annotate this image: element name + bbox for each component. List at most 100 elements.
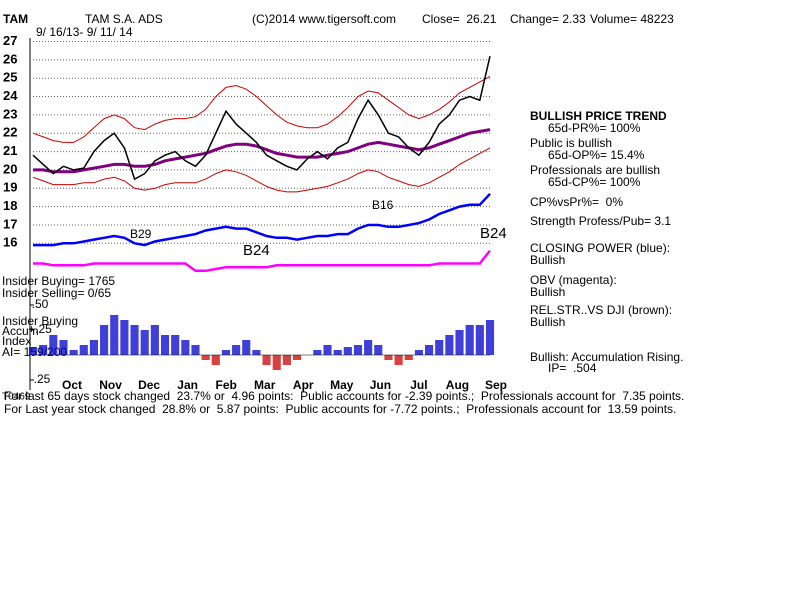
accum-bar: [110, 315, 119, 355]
y-tick-label: -.25: [30, 372, 51, 386]
x-tick-label: Nov: [99, 378, 122, 392]
side-note: BULLISH PRICE TREND: [530, 109, 667, 123]
close: Close= 26.21: [422, 12, 497, 26]
volume: Volume= 48223: [590, 12, 674, 26]
side-note: OBV (magenta):: [530, 273, 617, 287]
accum-bar: [69, 350, 78, 355]
accum-bar: [39, 345, 48, 355]
side-note: IP= .504: [548, 361, 597, 375]
accum-bar: [221, 350, 231, 355]
annotation: B24: [480, 225, 507, 242]
accum-bar: [150, 325, 159, 355]
side-note: Bullish: [530, 253, 565, 267]
x-tick-label: Sep: [485, 378, 507, 392]
accum-bar: [89, 340, 98, 355]
y-tick-label: +.25: [28, 322, 52, 336]
footer-code: T0469: [2, 392, 31, 403]
accum-bar: [465, 325, 474, 355]
side-note: Bullish: Accumulation Rising.: [530, 350, 683, 364]
accum-bar: [282, 355, 291, 365]
side-note: CP%vsPr%= 0%: [530, 195, 623, 209]
x-tick-label: Oct: [62, 378, 82, 392]
series-line: [33, 192, 491, 247]
accum-bar: [242, 340, 251, 355]
accum-bar: [262, 355, 271, 365]
accum-bar: [100, 325, 109, 355]
x-tick-label: Jun: [370, 378, 391, 392]
date-range: 9/ 16/13- 9/ 11/ 14: [36, 25, 133, 39]
x-tick-label: Jan: [177, 378, 198, 392]
accum-bar: [374, 345, 383, 355]
side-note: Professionals are bullish: [530, 163, 660, 177]
y-tick-label: 27: [3, 33, 17, 48]
y-tick-label: .50: [32, 297, 49, 311]
ticker: TAM: [3, 12, 28, 26]
y-tick-label: 23: [3, 106, 17, 121]
accum-bar: [211, 355, 220, 365]
side-note: Public is bullish: [530, 136, 612, 150]
x-tick-label: Feb: [216, 378, 237, 392]
footer-line: For Last year stock changed 28.8% or 5.8…: [4, 402, 676, 416]
left-note: Index: [2, 334, 31, 348]
accum-bar: [59, 340, 68, 355]
series-line: [33, 249, 491, 273]
side-note: 65d-CP%= 100%: [548, 175, 641, 189]
y-tick-label: 17: [3, 216, 17, 231]
y-tick-label: 20: [3, 161, 17, 176]
accum-bar: [445, 335, 454, 355]
side-note: 65d-PR%= 100%: [548, 121, 641, 135]
y-tick-label: 18: [3, 198, 17, 213]
accum-bar: [353, 345, 363, 355]
accum-bar: [28, 347, 38, 355]
left-note: Insider Selling= 0/65: [2, 286, 111, 300]
side-note: Bullish: [530, 315, 565, 329]
x-tick-label: Apr: [293, 378, 314, 392]
accum-bar: [485, 320, 495, 355]
x-tick-label: Jul: [410, 378, 427, 392]
accum-bar: [333, 350, 342, 355]
x-tick-label: Aug: [446, 378, 469, 392]
y-tick-label: 24: [3, 88, 18, 103]
y-tick-label: 21: [3, 143, 17, 158]
y-tick-label: 19: [3, 180, 17, 195]
accum-bar: [343, 347, 352, 355]
side-note: 65d-OP%= 15.4%: [548, 148, 645, 162]
series-line: [32, 147, 491, 193]
y-tick-label: 25: [3, 70, 17, 85]
accum-bar: [79, 345, 88, 355]
accum-bar: [475, 325, 484, 355]
x-tick-label: May: [330, 378, 354, 392]
accum-bar: [435, 340, 444, 355]
accum-bar: [323, 345, 332, 355]
footer-line: For last 65 days stock changed 23.7% or …: [4, 389, 684, 403]
x-tick-label: Mar: [254, 378, 276, 392]
copyright: (C)2014 www.tigersoft.com: [252, 12, 396, 26]
accum-bar: [455, 330, 464, 355]
side-note: REL.STR..VS DJI (brown):: [530, 303, 672, 317]
accum-bar: [272, 355, 281, 370]
stock-name: TAM S.A. ADS: [85, 12, 163, 26]
accum-bar: [425, 345, 434, 355]
side-note: Strength Profess/Pub= 3.1: [530, 214, 671, 228]
accum-bar: [292, 355, 302, 360]
series-line: [32, 56, 491, 181]
accum-bar: [191, 345, 200, 355]
accum-bar: [364, 340, 373, 355]
side-note: Bullish: [530, 285, 565, 299]
accum-bar: [232, 345, 241, 355]
left-note: Insider Buying: [2, 314, 78, 328]
accum-bar: [313, 350, 322, 355]
accum-bar: [404, 355, 413, 360]
accum-bar: [160, 335, 170, 355]
annotation: B24: [243, 242, 270, 259]
annotation: B29: [130, 227, 152, 241]
accum-bar: [181, 340, 190, 355]
accum-bar: [384, 355, 393, 360]
accum-bar: [394, 355, 403, 365]
accum-bar: [252, 350, 261, 355]
accum-bar: [171, 335, 180, 355]
accum-bar: [120, 320, 129, 355]
accum-bar: [201, 355, 210, 360]
